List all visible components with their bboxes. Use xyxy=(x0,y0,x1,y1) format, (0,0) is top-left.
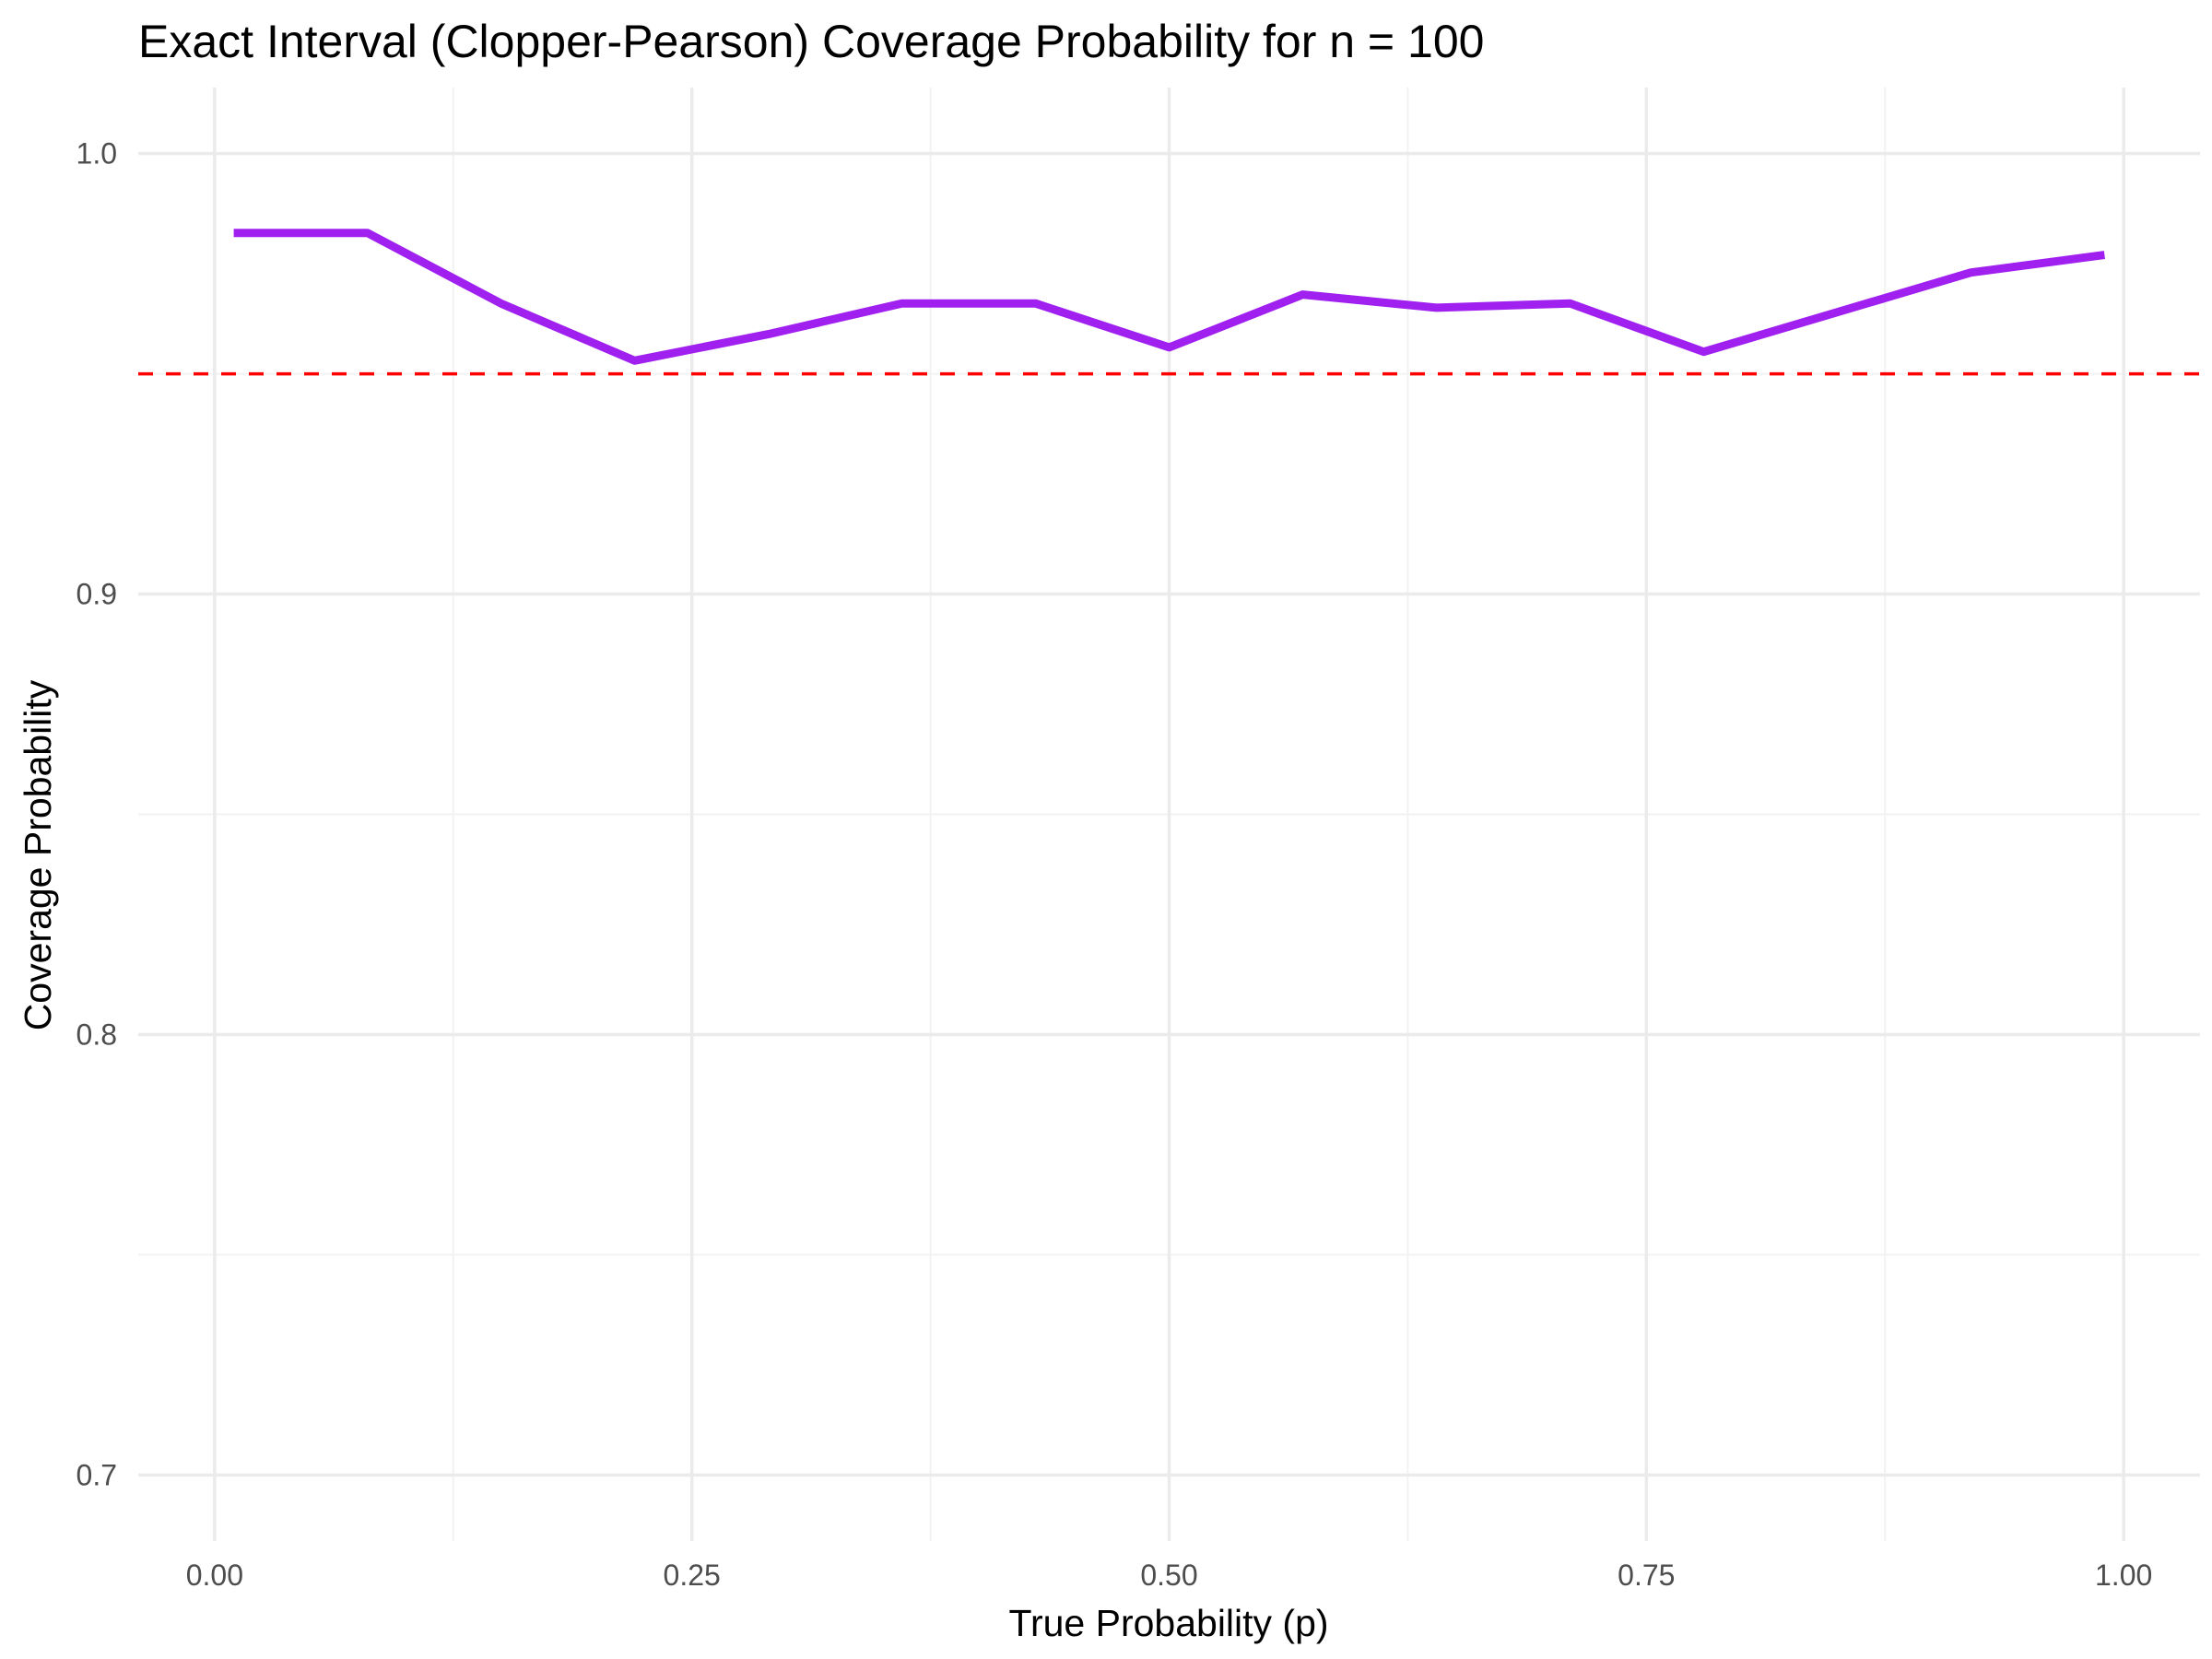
x-tick-labels: 0.00 0.25 0.50 0.75 1.00 xyxy=(186,1559,2153,1592)
x-tick-label: 0.75 xyxy=(1618,1559,1675,1592)
x-axis-title: True Probability (p) xyxy=(1008,1602,1328,1644)
y-tick-label: 0.9 xyxy=(76,578,117,611)
y-tick-label: 0.7 xyxy=(76,1458,117,1491)
series-line xyxy=(233,229,2105,365)
x-tick-label: 0.00 xyxy=(186,1559,243,1592)
chart-title: Exact Interval (Clopper-Pearson) Coverag… xyxy=(138,16,1484,67)
y-tick-labels: 0.7 0.8 0.9 1.0 xyxy=(76,137,117,1492)
y-tick-label: 0.8 xyxy=(76,1018,117,1051)
x-tick-label: 0.25 xyxy=(664,1559,721,1592)
series-layer xyxy=(233,229,2105,365)
y-tick-label: 1.0 xyxy=(76,137,117,171)
y-axis-title: Coverage Probability xyxy=(17,679,59,1030)
x-tick-label: 0.50 xyxy=(1140,1559,1197,1592)
x-tick-label: 1.00 xyxy=(2095,1559,2152,1592)
